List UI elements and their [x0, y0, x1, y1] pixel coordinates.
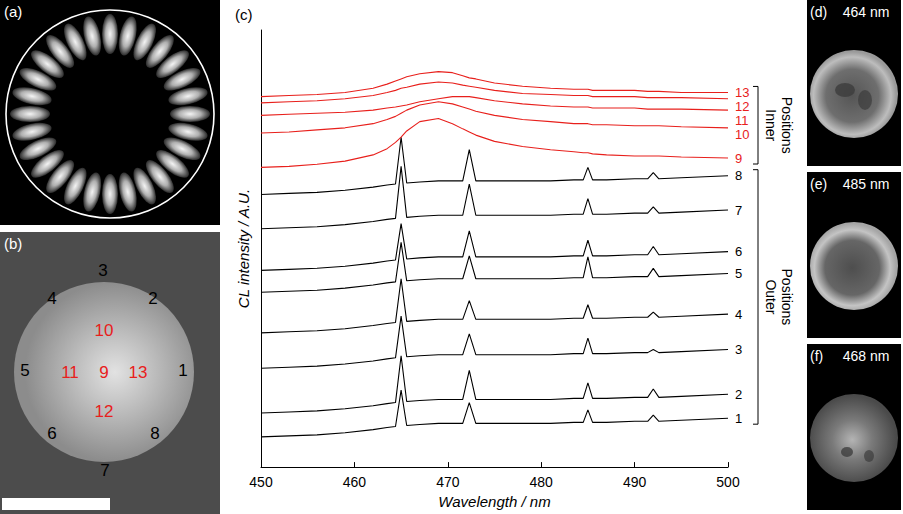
svg-text:460: 460	[343, 474, 367, 490]
svg-text:1: 1	[178, 361, 187, 380]
svg-text:(e): (e)	[810, 176, 827, 192]
svg-text:CL intensity / A.U.: CL intensity / A.U.	[235, 189, 252, 308]
svg-text:5: 5	[20, 361, 29, 380]
svg-text:12: 12	[95, 402, 114, 421]
svg-text:2: 2	[148, 289, 157, 308]
svg-text:10: 10	[95, 321, 114, 340]
svg-text:7: 7	[735, 203, 742, 218]
svg-text:Inner: Inner	[763, 109, 779, 141]
svg-text:(a): (a)	[4, 3, 22, 20]
svg-text:13: 13	[129, 363, 148, 382]
svg-text:(b): (b)	[4, 235, 22, 252]
svg-text:3: 3	[98, 261, 107, 280]
svg-text:2: 2	[735, 387, 742, 402]
svg-text:490: 490	[623, 474, 647, 490]
svg-text:(f): (f)	[810, 348, 823, 364]
svg-text:12: 12	[735, 99, 749, 114]
svg-text:Wavelength / nm: Wavelength / nm	[438, 493, 550, 510]
svg-text:470: 470	[436, 474, 460, 490]
svg-text:6: 6	[735, 244, 742, 259]
svg-text:464 nm: 464 nm	[843, 4, 890, 20]
svg-text:9: 9	[99, 363, 108, 382]
svg-text:Positions: Positions	[779, 269, 795, 326]
svg-text:468 nm: 468 nm	[843, 348, 890, 364]
svg-text:3: 3	[735, 342, 742, 357]
svg-text:11: 11	[735, 113, 749, 128]
svg-text:8: 8	[735, 168, 742, 183]
svg-text:500: 500	[716, 474, 740, 490]
svg-text:(d): (d)	[810, 4, 827, 20]
svg-text:485 nm: 485 nm	[843, 176, 890, 192]
svg-text:(c): (c)	[235, 6, 253, 23]
svg-text:4: 4	[735, 307, 742, 322]
svg-text:6: 6	[47, 424, 56, 443]
svg-text:11: 11	[61, 363, 79, 382]
svg-text:7: 7	[100, 461, 109, 480]
svg-text:10: 10	[735, 127, 749, 142]
svg-text:8: 8	[150, 424, 159, 443]
svg-text:1: 1	[735, 411, 742, 426]
svg-text:Positions: Positions	[779, 97, 795, 154]
svg-text:4: 4	[47, 289, 56, 308]
svg-text:450: 450	[249, 474, 273, 490]
svg-text:Outer: Outer	[763, 279, 779, 314]
svg-text:9: 9	[735, 151, 742, 166]
svg-text:5: 5	[735, 266, 742, 281]
svg-text:13: 13	[735, 85, 749, 100]
svg-text:480: 480	[530, 474, 554, 490]
